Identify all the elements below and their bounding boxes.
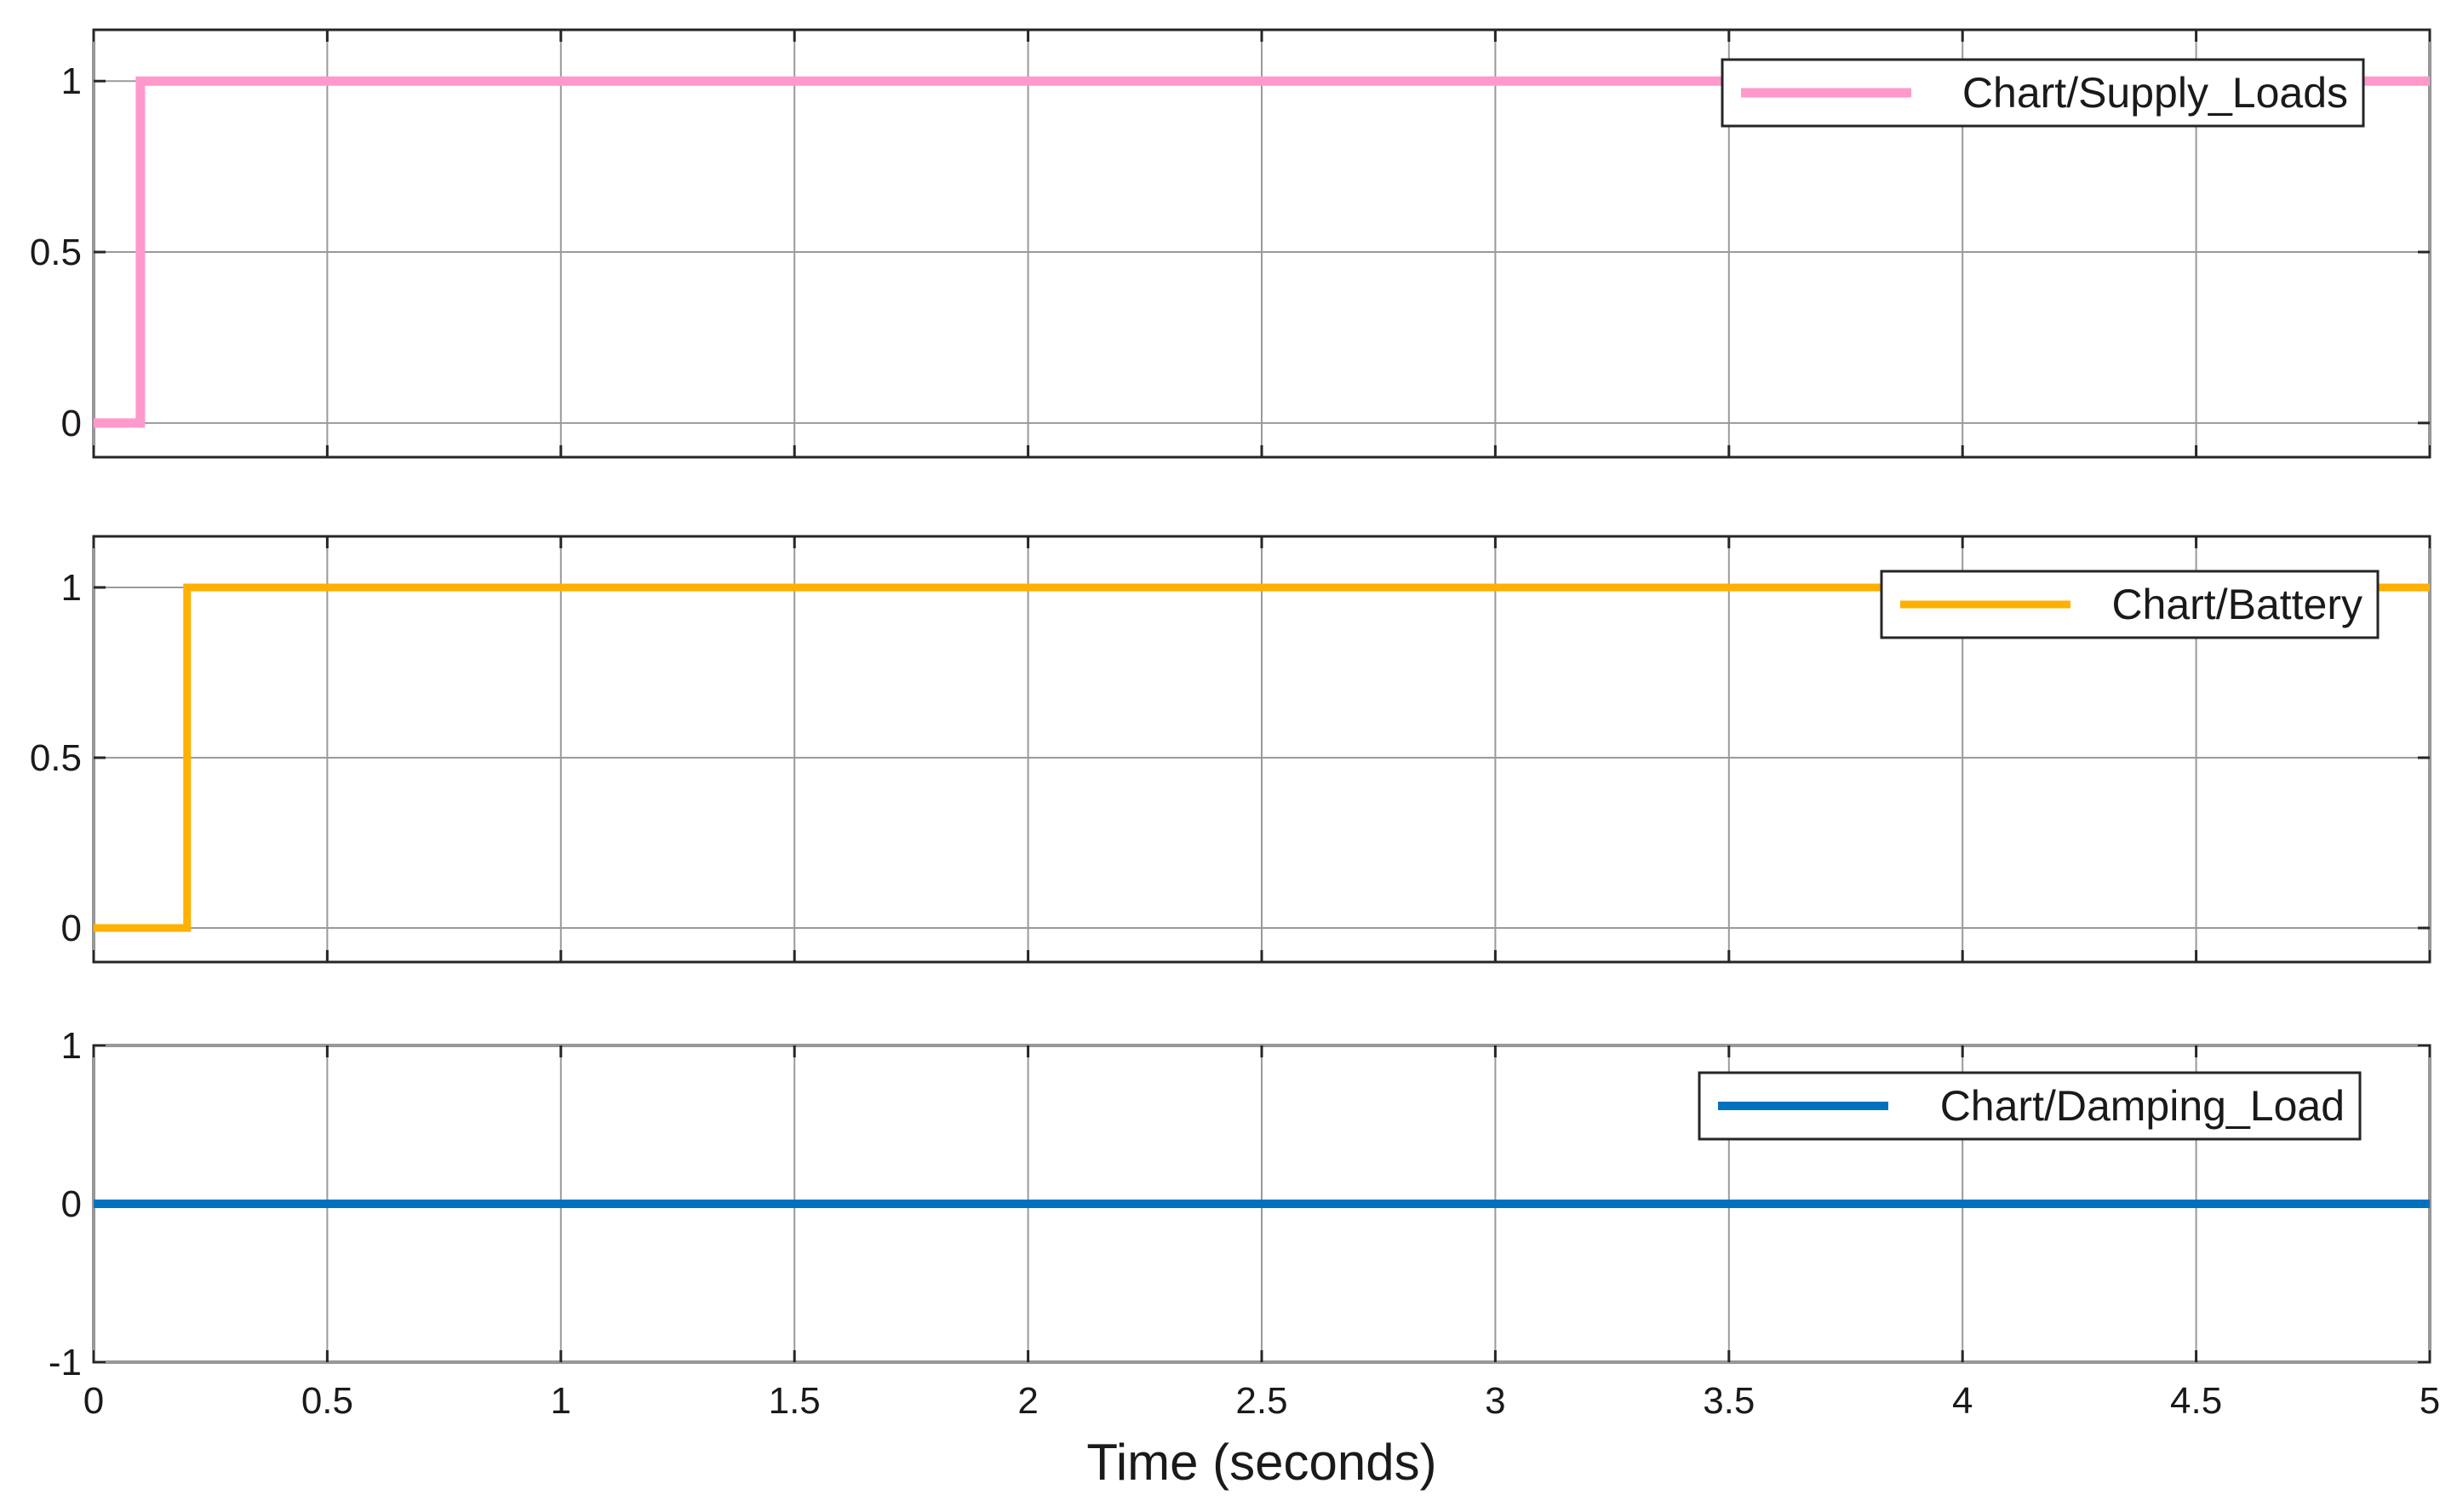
x-tick-label: 5 <box>2420 1380 2440 1422</box>
subplot-1: 0 0.5 1 Chart/Supply_Loads <box>30 28 2431 459</box>
y-tick-label: 0 <box>61 403 82 444</box>
y-tick-label: 0.5 <box>30 737 82 779</box>
y-tick-label: 1 <box>61 1025 82 1067</box>
x-tick-label: 1.5 <box>769 1380 821 1422</box>
legend-label: Chart/Battery <box>2111 581 2362 628</box>
x-tick-label: 0.5 <box>301 1380 353 1422</box>
x-tick-label: 4.5 <box>2170 1380 2222 1422</box>
legend-label: Chart/Damping_Load <box>1940 1082 2345 1130</box>
y-tick-label: -1 <box>49 1342 82 1383</box>
x-tick-label: 3 <box>1485 1380 1505 1422</box>
y-tick-label: 0 <box>61 1183 82 1225</box>
legend-label: Chart/Supply_Loads <box>1962 69 2348 117</box>
x-tick-label: 3.5 <box>1703 1380 1755 1422</box>
legend: Chart/Battery <box>1880 570 2380 639</box>
series-line <box>94 76 2430 428</box>
x-tick-label: 0 <box>83 1380 104 1422</box>
x-tick-label: 4 <box>1952 1380 1973 1422</box>
x-tick-label: 2.5 <box>1235 1380 1287 1422</box>
x-tick-label: 2 <box>1017 1380 1038 1422</box>
series-line <box>94 583 2430 932</box>
y-tick-label: 0 <box>61 908 82 949</box>
legend: Chart/Supply_Loads <box>1721 58 2365 128</box>
y-tick-label: 1 <box>61 60 82 102</box>
legend: Chart/Damping_Load <box>1698 1071 2362 1141</box>
x-tick-label: 1 <box>551 1380 571 1422</box>
y-tick-label: 1 <box>61 567 82 609</box>
x-axis-label: Time (seconds) <box>1086 1434 1436 1491</box>
y-tick-label: 0.5 <box>30 232 82 273</box>
subplot-2: 0 0.5 1 Chart/Battery <box>30 535 2431 964</box>
